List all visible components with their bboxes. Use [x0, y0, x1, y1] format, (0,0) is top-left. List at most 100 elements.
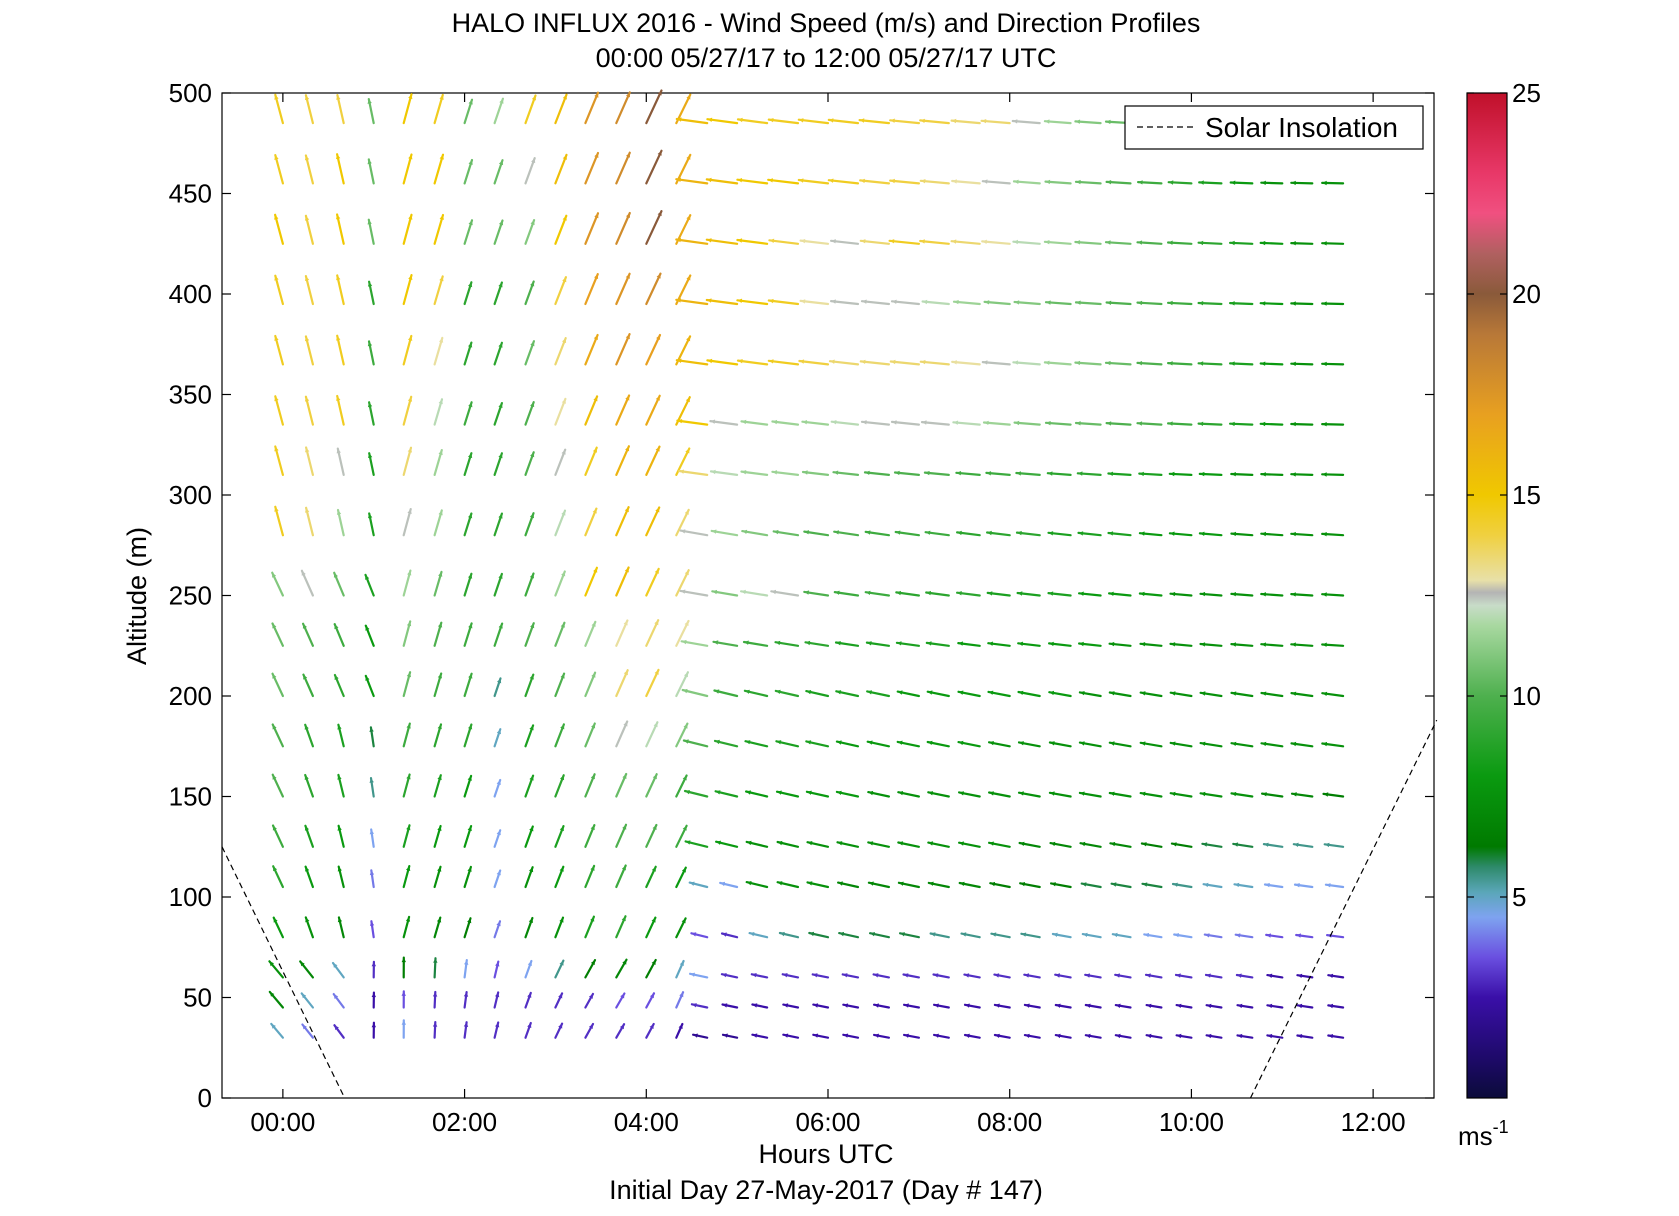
wind-arrow-head	[783, 1003, 789, 1008]
wind-arrow-head	[531, 158, 536, 164]
wind-arrow-head	[684, 672, 688, 678]
wind-arrow-head	[365, 625, 370, 631]
wind-arrow-head	[873, 973, 879, 978]
wind-arrow-shaft	[554, 337, 567, 366]
wind-arrow-head	[1055, 973, 1060, 978]
wind-arrow-head	[965, 1003, 970, 1008]
wind-arrow-head	[988, 641, 993, 646]
wind-arrow-shaft	[675, 238, 709, 245]
wind-arrow-head	[783, 1033, 789, 1038]
wind-arrow-head	[803, 470, 808, 475]
wind-arrow-head	[1137, 421, 1143, 426]
wind-arrow-shaft	[554, 276, 568, 306]
x-tick-label: 00:00	[250, 1107, 315, 1137]
wind-arrow-head	[1046, 421, 1051, 426]
wind-arrow-head	[738, 359, 743, 364]
wind-arrow-head	[994, 973, 1000, 978]
wind-arrow-shaft	[304, 154, 314, 185]
wind-arrow-head	[468, 453, 473, 459]
wind-arrow-head	[1014, 420, 1020, 426]
wind-arrow-head	[559, 826, 564, 832]
wind-arrow-head	[772, 470, 778, 475]
wind-arrow-head	[594, 92, 599, 98]
wind-arrow-head	[371, 992, 376, 998]
wind-arrow-head	[806, 690, 812, 695]
wind-arrow-head	[530, 452, 535, 458]
wind-arrow-shaft	[274, 334, 284, 366]
wind-arrow-shaft	[645, 506, 661, 537]
wind-arrow-head	[830, 359, 835, 364]
wind-arrow-head	[722, 932, 727, 937]
wind-arrow-shaft	[736, 359, 769, 366]
wind-arrow-head	[691, 932, 697, 937]
wind-arrow-head	[1291, 180, 1296, 186]
wind-arrow-head	[301, 570, 306, 576]
wind-arrow-head	[1076, 421, 1081, 426]
wind-arrow-head	[1024, 1033, 1030, 1038]
wind-arrow-head	[951, 239, 957, 244]
wind-arrow-head	[1168, 421, 1173, 426]
wind-arrow-head	[922, 420, 927, 425]
wind-arrow-head	[777, 881, 783, 886]
wind-arrow-shaft	[433, 153, 445, 185]
wind-arrow-shaft	[950, 119, 981, 125]
wind-arrow-head	[685, 397, 690, 403]
wind-arrow-head	[775, 640, 781, 646]
wind-arrow-head	[530, 623, 535, 629]
wind-arrow-head	[437, 826, 442, 831]
wind-arrow-head	[407, 447, 412, 453]
wind-arrow-head	[982, 179, 988, 184]
wind-arrow-head	[625, 334, 630, 340]
wind-arrow-head	[1237, 1033, 1243, 1039]
wind-arrow-head	[558, 993, 563, 999]
wind-arrow-head	[904, 1003, 909, 1008]
wind-arrow-head	[691, 1003, 697, 1008]
wind-arrow-shaft	[554, 93, 568, 125]
wind-arrow-head	[529, 674, 534, 680]
wind-arrow-head	[1173, 882, 1178, 887]
wind-arrow-shaft	[645, 668, 660, 698]
wind-arrow-head	[594, 274, 599, 280]
wind-arrow-head	[1199, 180, 1204, 185]
wind-arrow-head	[1322, 422, 1327, 427]
wind-arrow-shaft	[767, 359, 800, 366]
y-tick-label: 200	[169, 681, 212, 711]
solar-insolation-line	[221, 846, 346, 1099]
wind-arrow-head	[807, 841, 813, 846]
wind-arrow-head	[649, 993, 654, 999]
wind-arrow-head	[498, 623, 503, 629]
wind-arrow-head	[716, 840, 721, 845]
wind-arrow-head	[1322, 741, 1328, 747]
wind-arrow-head	[922, 299, 928, 305]
wind-arrow-shaft	[645, 567, 660, 597]
wind-arrow-head	[560, 673, 565, 679]
wind-arrow-head	[843, 1003, 849, 1008]
wind-arrow-head	[680, 589, 686, 594]
wind-arrow-head	[710, 419, 716, 424]
wind-arrow-head	[927, 690, 933, 695]
wind-arrow-head	[1014, 300, 1020, 305]
wind-arrow-head	[1231, 472, 1236, 477]
wind-arrow-head	[1052, 932, 1058, 937]
wind-arrow-head	[1168, 361, 1173, 366]
wind-arrow-shaft	[336, 213, 345, 245]
wind-arrow-head	[560, 724, 565, 730]
wind-arrow-head	[1170, 591, 1176, 597]
wind-arrow-head	[496, 870, 501, 876]
wind-arrow-head	[467, 826, 472, 832]
wind-arrow-head	[272, 724, 277, 730]
x-tick-label: 12:00	[1341, 1107, 1406, 1137]
wind-arrow-head	[744, 640, 749, 645]
wind-arrow-head	[689, 881, 695, 886]
wind-arrow-head	[1076, 300, 1081, 305]
wind-arrow-head	[371, 1022, 376, 1028]
wind-arrow-head	[738, 117, 743, 123]
wind-arrow-head	[988, 690, 994, 695]
wind-arrow-shaft	[859, 360, 891, 366]
wind-arrow-head	[1021, 932, 1027, 937]
wind-arrow-head	[831, 299, 836, 304]
wind-arrow-head	[333, 572, 338, 578]
wind-arrow-head	[1085, 1003, 1091, 1008]
wind-arrow-head	[685, 448, 690, 454]
wind-arrow-shaft	[305, 446, 314, 476]
